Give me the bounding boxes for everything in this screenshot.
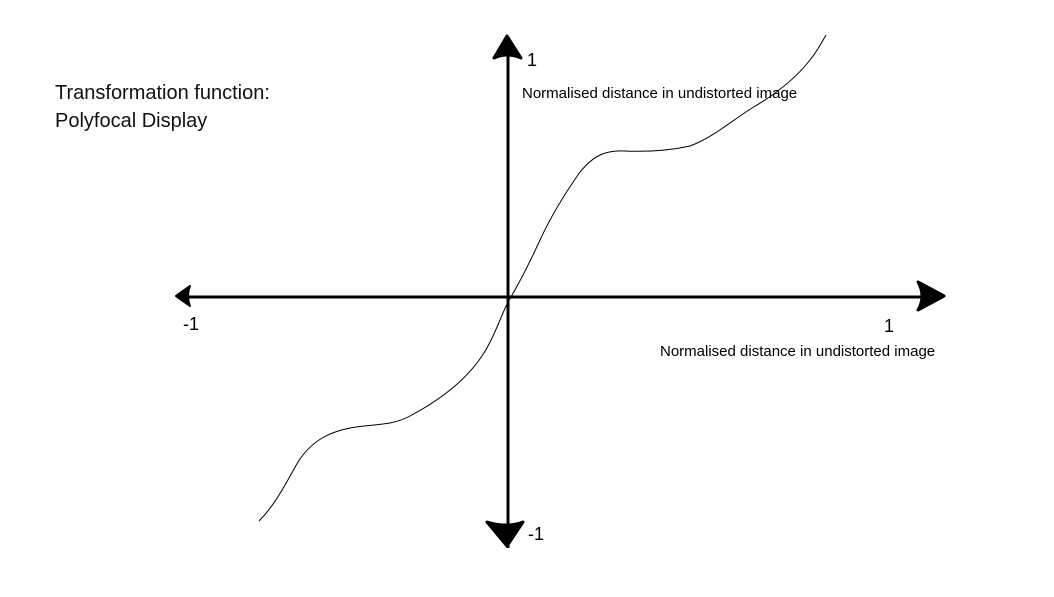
x-axis-left-arrow xyxy=(175,285,191,307)
title-line-2: Polyfocal Display xyxy=(55,110,208,132)
x-axis-right-arrow xyxy=(916,280,946,312)
y-axis-bottom-arrow xyxy=(485,520,525,548)
y-axis-top-arrow xyxy=(492,34,523,60)
y-axis-caption: Normalised distance in undistorted image xyxy=(522,85,797,102)
title-line-1: Transformation function: xyxy=(55,82,270,104)
y-axis-min-label: -1 xyxy=(528,524,544,544)
x-axis-min-label: -1 xyxy=(183,314,199,334)
diagram-title: Transformation function: Polyfocal Displ… xyxy=(55,79,270,135)
transformation-curve xyxy=(258,34,827,522)
y-axis-max-label: 1 xyxy=(527,50,537,70)
x-axis-caption: Normalised distance in undistorted image xyxy=(660,343,935,360)
x-axis-max-label: 1 xyxy=(884,316,894,336)
